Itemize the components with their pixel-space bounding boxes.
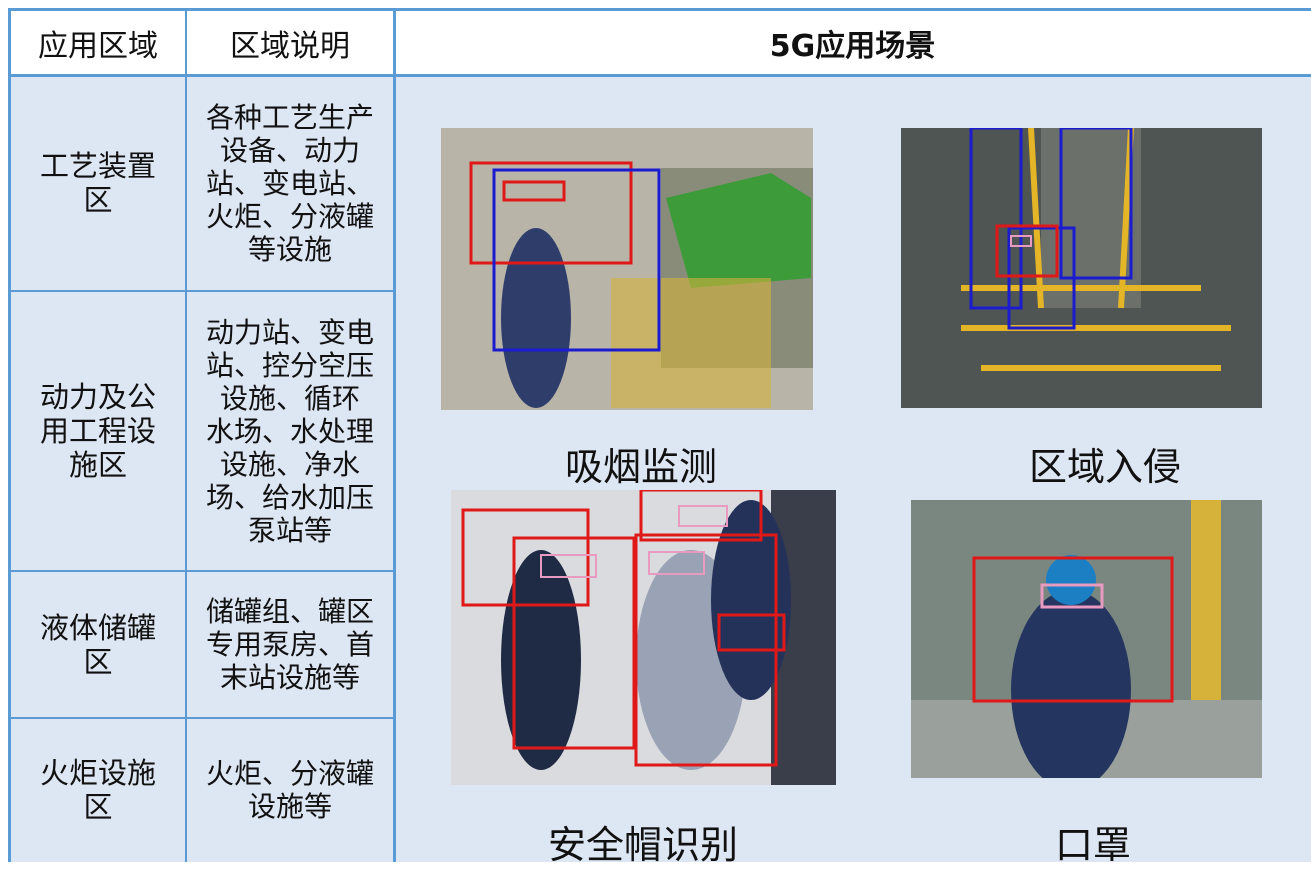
header-text: 应用区域 [38,28,158,64]
border [8,74,1311,77]
scene-caption: 吸烟监测 [564,445,718,489]
area-desc: 储罐组、罐区专用泵房、首末站设施等 [205,595,374,694]
cell: 液体储罐区 [10,571,186,718]
area-name: 工艺装置区 [39,149,156,217]
area-desc: 各种工艺生产设备、动力站、变电站、火炬、分液罐等设施 [205,100,374,266]
border [8,8,11,862]
photo [451,490,836,785]
scene-caption: 安全帽识别 [547,823,739,867]
area-name: 液体储罐区 [39,610,156,679]
border [393,8,396,862]
scene-caption: 口罩 [1054,823,1132,867]
photo [441,128,813,410]
cell: 工艺装置区 [10,75,186,291]
area-desc: 动力站、变电站、控分空压设施、循环 水场、水处理设施、净水场、给水加压 泵站等 [205,315,374,547]
cell: 储罐组、罐区专用泵房、首末站设施等 [186,571,394,718]
cell: 各种工艺生产设备、动力站、变电站、火炬、分液罐等设施 [186,75,394,291]
photo [901,128,1262,408]
header-text: 5G应用场景 [769,28,936,64]
photo [911,500,1262,778]
border [10,570,394,572]
cell: 动力及公用工程设施区 [10,291,186,571]
scene-caption: 区域入侵 [1028,445,1182,489]
header-cell: 5G应用场景 [394,10,1311,75]
header-cell: 区域说明 [186,10,394,75]
cell: 火炬、分液罐设施等 [186,718,394,862]
border [185,8,187,862]
area-name: 动力及公用工程设施区 [39,380,156,482]
area-desc: 火炬、分液罐设施等 [205,757,374,823]
header-cell: 应用区域 [10,10,186,75]
border [10,290,394,292]
area-name: 火炬设施区 [39,756,156,824]
border [8,8,1311,11]
cell: 火炬设施区 [10,718,186,862]
border [10,717,394,719]
cell: 动力站、变电站、控分空压设施、循环 水场、水处理设施、净水场、给水加压 泵站等 [186,291,394,571]
header-text: 区域说明 [230,28,350,64]
